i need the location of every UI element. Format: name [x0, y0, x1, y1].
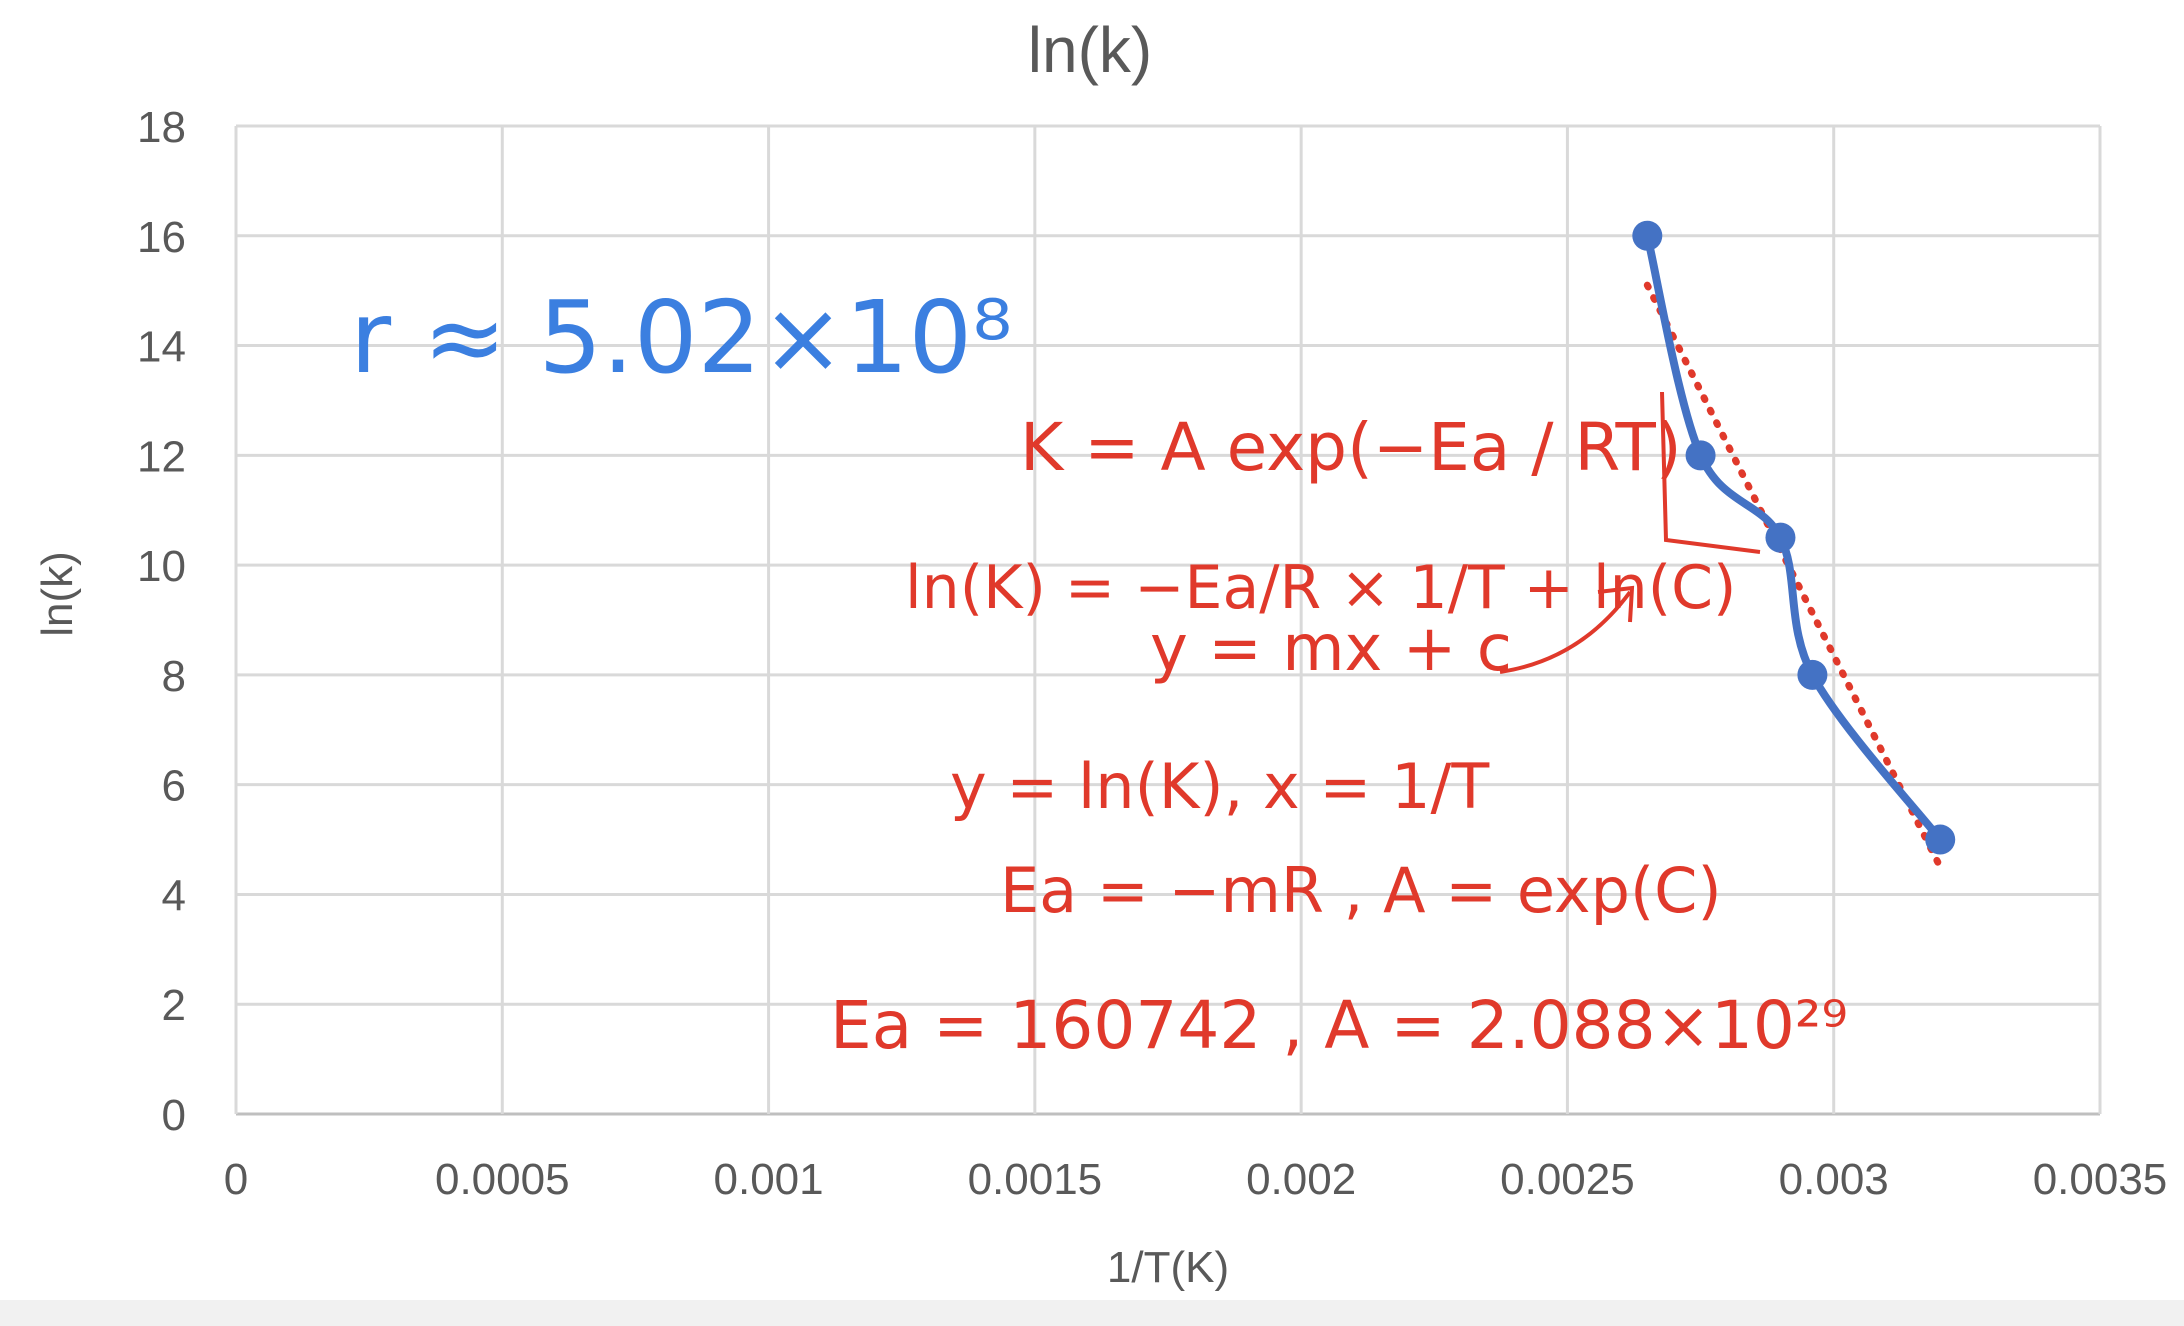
equation-linearized: ln(K) = −Ea/R × 1/T + ln(C) — [905, 553, 1736, 623]
grid-lines — [234, 124, 2102, 1116]
y-axis-label: ln(k) — [33, 551, 82, 637]
y-tick-label: 4 — [162, 871, 186, 920]
y-tick-label: 2 — [162, 981, 186, 1030]
data-points — [1632, 220, 1956, 855]
x-tick-label: 0.0035 — [2033, 1155, 2168, 1204]
equation-substitution: y = ln(K), x = 1/T — [950, 750, 1490, 823]
x-tick-label: 0 — [224, 1155, 248, 1204]
x-tick-labels: 0 0.0005 0.001 0.0015 0.002 0.0025 0.003 0.0035 — [224, 1155, 2168, 1204]
y-tick-label: 0 — [162, 1091, 186, 1140]
x-tick-label: 0.0025 — [1500, 1155, 1635, 1204]
y-tick-label: 16 — [137, 213, 186, 262]
y-tick-label: 18 — [137, 103, 186, 152]
bottom-strip — [0, 1300, 2184, 1326]
equation-results: Ea = 160742 , A = 2.088×10²⁹ — [830, 987, 1848, 1064]
y-tick-label: 12 — [137, 432, 186, 481]
data-point — [1797, 659, 1828, 690]
equation-arrhenius: K = A exp(−Ea / RT) — [1020, 409, 1682, 486]
y-tick-label: 14 — [137, 323, 186, 372]
y-tick-labels: 0 2 4 6 8 10 12 14 16 18 — [137, 103, 186, 1140]
data-point — [1632, 220, 1663, 251]
x-tick-label: 0.0005 — [435, 1155, 570, 1204]
x-tick-label: 0.0015 — [968, 1155, 1103, 1204]
x-tick-label: 0.001 — [714, 1155, 824, 1204]
y-tick-label: 8 — [162, 652, 186, 701]
x-axis-label: 1/T(K) — [1107, 1243, 1229, 1292]
data-point — [1765, 522, 1796, 553]
equation-ea-a: Ea = −mR , A = exp(C) — [1000, 854, 1722, 927]
data-point — [1925, 824, 1956, 855]
y-tick-label: 10 — [137, 542, 186, 591]
data-point — [1685, 440, 1716, 471]
arrow-sketch — [1499, 590, 1632, 674]
arrowhead-sketch — [1597, 585, 1635, 623]
chart-title: ln(k) — [1028, 14, 1152, 86]
equation-line: y = mx + c — [1150, 612, 1512, 686]
r-value-annotation: r ≈ 5.02×10⁸ — [350, 279, 1012, 396]
slope-triangle-sketch — [1660, 391, 1761, 554]
x-tick-label: 0.003 — [1779, 1155, 1889, 1204]
y-tick-label: 6 — [162, 762, 186, 811]
x-tick-label: 0.002 — [1246, 1155, 1356, 1204]
